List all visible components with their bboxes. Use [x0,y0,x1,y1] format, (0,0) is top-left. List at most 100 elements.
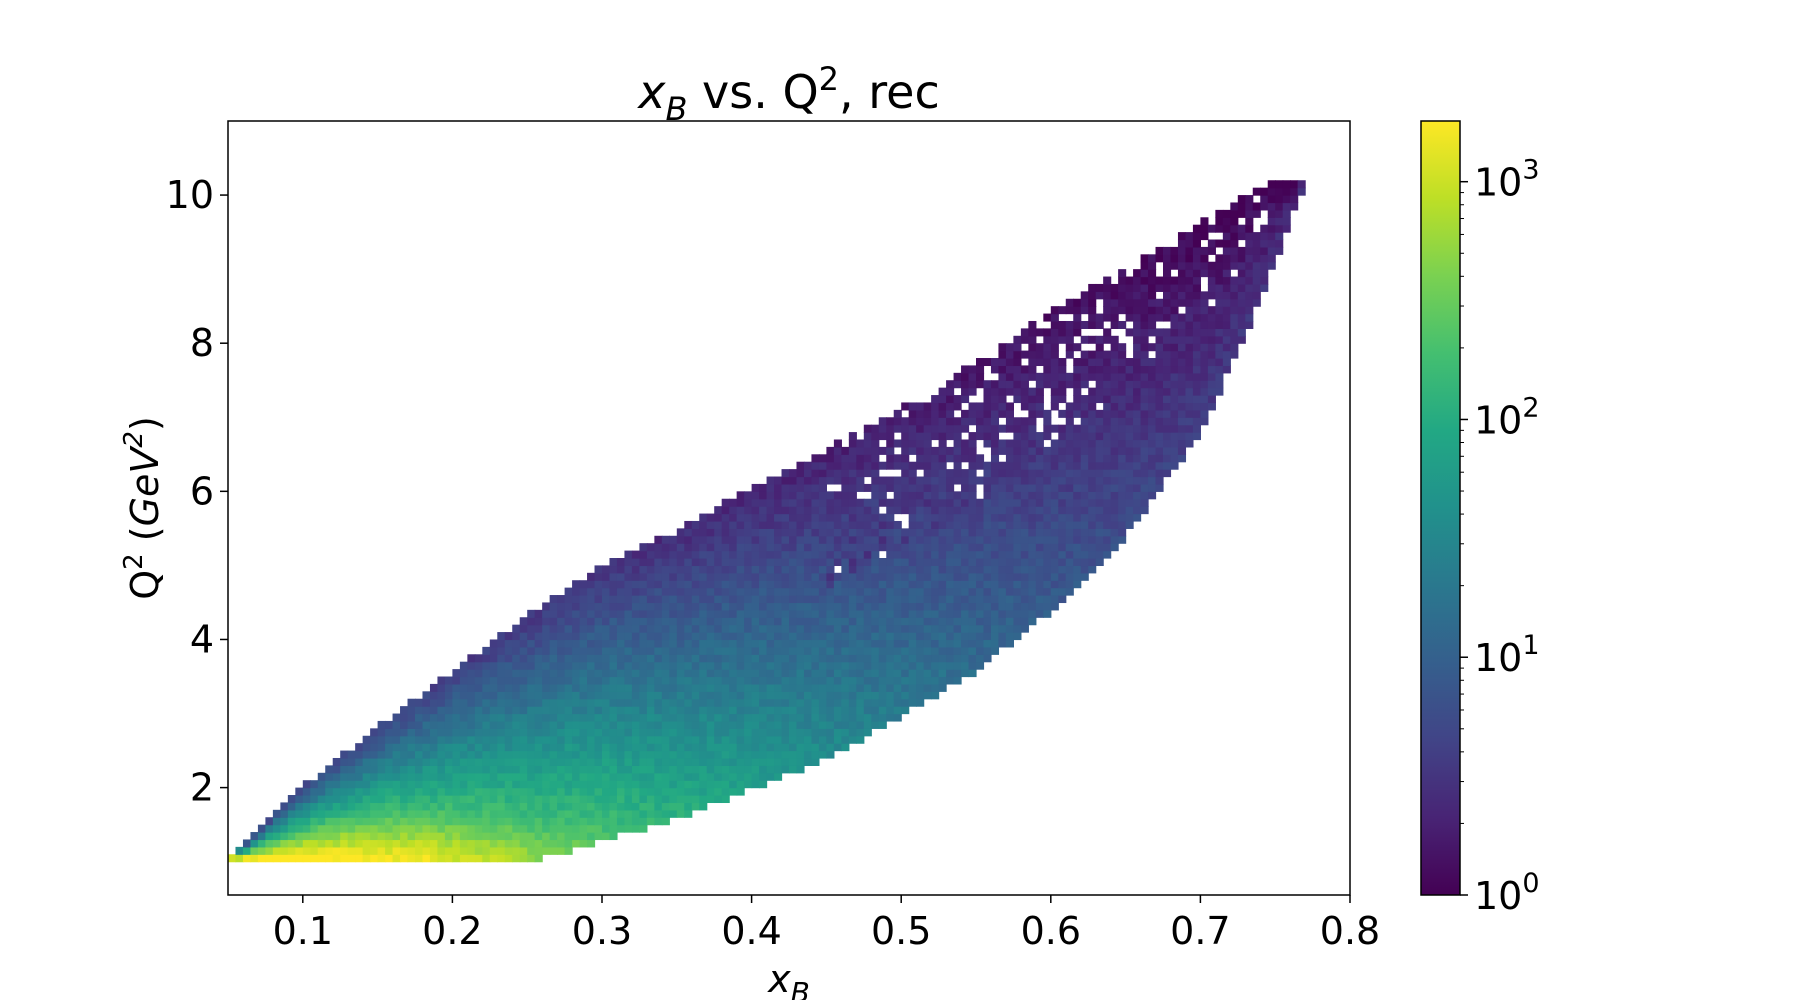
heatmap-cell [751,580,760,589]
heatmap-cell [616,720,626,729]
heatmap-cell [923,483,932,492]
heatmap-cell [1163,439,1172,448]
heatmap-cell [1005,572,1014,581]
heatmap-cell [803,713,813,722]
heatmap-cell [415,713,424,722]
heatmap-cell [736,691,745,700]
heatmap-cell [616,624,626,633]
heatmap-cell [848,565,857,574]
heatmap-cell [1207,380,1216,389]
heatmap-cell [1088,350,1097,359]
heatmap-cell [616,661,626,670]
heatmap-cell [706,587,715,596]
heatmap-cell [661,654,670,663]
heatmap-cell [721,735,730,744]
heatmap-cell [878,491,887,500]
heatmap-cell [691,698,700,707]
heatmap-cell [699,735,708,744]
heatmap-cell [684,795,693,804]
heatmap-cell [602,824,611,833]
heatmap-cell [519,780,528,789]
heatmap-cell [594,639,603,648]
heatmap-cell [1260,239,1269,248]
heatmap-cell [1200,343,1209,352]
heatmap-cell [579,809,588,818]
heatmap-cell [1065,558,1074,567]
heatmap-cell [781,506,790,515]
heatmap-cell [572,824,581,833]
heatmap-cell [714,683,723,692]
heatmap-cell [774,683,783,692]
heatmap-cell [467,691,476,700]
heatmap-cell [1148,454,1157,463]
heatmap-cell [953,520,962,529]
heatmap-cell [579,750,588,759]
heatmap-cell [893,661,902,670]
heatmap-cell [699,757,708,766]
heatmap-cell [863,669,872,678]
heatmap-cell [826,624,835,633]
heatmap-cell [1013,580,1022,589]
heatmap-cell [669,654,678,663]
heatmap-cell [587,595,596,604]
heatmap-cell [661,602,670,611]
heatmap-cell [579,735,588,744]
heatmap-cell [646,632,655,641]
heatmap-cell [639,706,648,715]
heatmap-cell [729,617,738,626]
heatmap-cell [587,772,596,781]
heatmap-cell [774,624,783,633]
heatmap-cell [968,661,977,670]
heatmap-cell [946,424,955,433]
heatmap-cell [572,580,581,589]
heatmap-cell [407,765,416,774]
heatmap-cell [594,565,603,574]
heatmap-cell [998,380,1007,389]
heatmap-cell [1050,461,1059,470]
heatmap-cell [1133,417,1142,426]
heatmap-cell [370,728,379,737]
heatmap-cell [968,558,977,567]
heatmap-cell [1140,298,1149,307]
heatmap-cell [811,654,820,663]
heatmap-cell [1207,239,1216,248]
heatmap-cell [1275,195,1284,204]
heatmap-cell [474,661,483,670]
heatmap-cell [990,365,1000,374]
heatmap-cell [250,839,259,848]
heatmap-cell [923,661,932,670]
heatmap-cell [766,720,775,729]
heatmap-cell [684,535,693,544]
heatmap-cell [863,683,872,692]
heatmap-cell [908,654,917,663]
heatmap-cell [878,580,887,589]
heatmap-cell [1148,276,1157,285]
heatmap-cell [1073,550,1082,559]
heatmap-cell [759,713,768,722]
heatmap-cell [370,809,379,818]
heatmap-cell [572,691,581,700]
heatmap-cell [489,772,498,781]
heatmap-cell [527,854,536,863]
heatmap-cell [886,424,895,433]
heatmap-cell [946,520,955,529]
heatmap-cell [833,572,842,581]
heatmap-cell [654,765,663,774]
heatmap-cell [497,720,506,729]
heatmap-cell [1245,306,1254,315]
heatmap-cell [1177,246,1187,255]
heatmap-cell [990,565,1000,574]
heatmap-cell [901,654,910,663]
heatmap-cell [789,580,798,589]
heatmap-cell [579,691,588,700]
heatmap-cell [1028,395,1037,404]
heatmap-cell [242,839,252,848]
heatmap-cell [362,772,371,781]
heatmap-cell [871,439,880,448]
heatmap-cell [452,780,461,789]
heatmap-cell [587,661,596,670]
heatmap-cell [803,572,813,581]
heatmap-cell [332,846,341,855]
heatmap-cell [1110,528,1119,537]
heatmap-cell [272,817,281,826]
